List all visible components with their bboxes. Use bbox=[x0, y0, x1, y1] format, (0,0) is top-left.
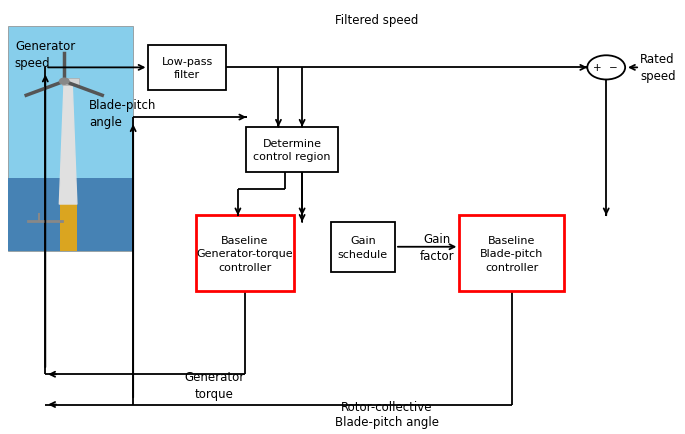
Circle shape bbox=[60, 79, 69, 85]
Text: +: + bbox=[593, 63, 602, 73]
FancyBboxPatch shape bbox=[149, 46, 226, 91]
Text: Generator
torque: Generator torque bbox=[184, 370, 245, 400]
Text: Baseline
Blade-pitch
controller: Baseline Blade-pitch controller bbox=[480, 235, 543, 272]
Text: Generator
speed: Generator speed bbox=[15, 40, 75, 70]
Text: Blade-pitch angle: Blade-pitch angle bbox=[334, 415, 438, 428]
Text: Blade-pitch
angle: Blade-pitch angle bbox=[89, 99, 157, 128]
FancyBboxPatch shape bbox=[8, 178, 133, 251]
FancyBboxPatch shape bbox=[331, 222, 395, 272]
Text: Determine
control region: Determine control region bbox=[253, 138, 331, 162]
Text: Rated
speed: Rated speed bbox=[640, 53, 675, 83]
Text: Low-pass
filter: Low-pass filter bbox=[162, 56, 213, 80]
FancyBboxPatch shape bbox=[8, 27, 133, 251]
FancyBboxPatch shape bbox=[196, 216, 294, 291]
FancyBboxPatch shape bbox=[247, 128, 338, 173]
FancyBboxPatch shape bbox=[62, 79, 79, 85]
Text: Gain
schedule: Gain schedule bbox=[338, 235, 388, 259]
FancyBboxPatch shape bbox=[459, 216, 564, 291]
FancyBboxPatch shape bbox=[60, 204, 77, 251]
Text: Filtered speed: Filtered speed bbox=[335, 14, 418, 27]
Text: Gain
factor: Gain factor bbox=[420, 232, 455, 262]
Text: Baseline
Generator-torque
controller: Baseline Generator-torque controller bbox=[197, 235, 293, 272]
Text: Rotor-collective: Rotor-collective bbox=[341, 400, 432, 413]
Text: −: − bbox=[608, 63, 617, 73]
